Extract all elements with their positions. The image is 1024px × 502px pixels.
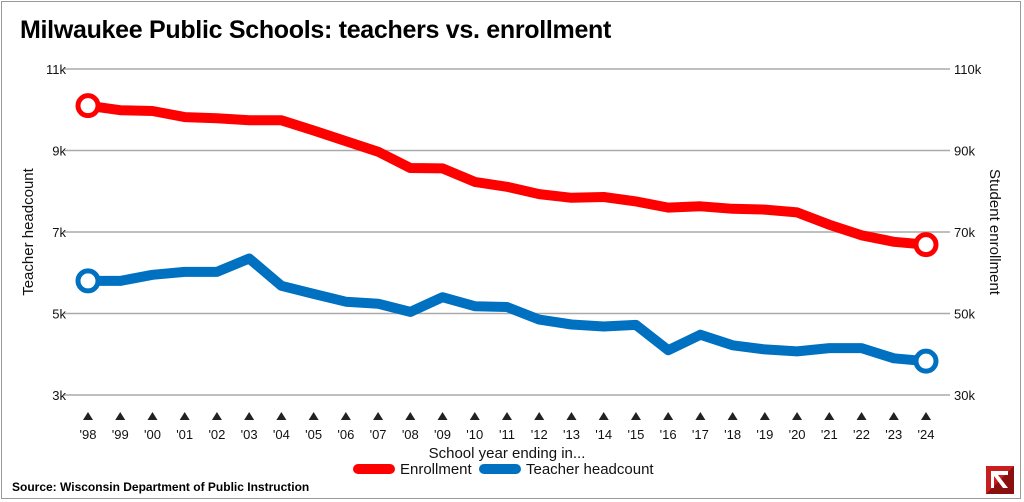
chart-title: Milwaukee Public Schools: teachers vs. e… xyxy=(20,16,612,44)
x-axis-title: School year ending in... xyxy=(429,445,586,462)
x-tick-label: '19 xyxy=(756,427,773,442)
x-tick-marker xyxy=(695,412,706,420)
x-tick-marker xyxy=(598,412,609,420)
x-tick-label: '17 xyxy=(692,427,709,442)
x-tick-marker xyxy=(147,412,158,420)
x-tick-marker xyxy=(921,412,931,420)
x-tick-label: '14 xyxy=(595,427,612,442)
y-right-tick-label: 50k xyxy=(954,307,975,322)
y-right-axis-title: Student enrollment xyxy=(986,169,1003,296)
x-tick-marker xyxy=(340,412,351,420)
y-right-tick-label: 30k xyxy=(954,388,975,403)
x-tick-label: '06 xyxy=(337,427,354,442)
x-tick-marker xyxy=(179,412,190,420)
y-left-tick-label: 3k xyxy=(52,388,66,403)
y-left-tick-label: 9k xyxy=(52,144,66,159)
x-tick-label: '98 xyxy=(80,427,97,442)
x-tick-marker xyxy=(502,412,512,420)
y-right-tick-label: 70k xyxy=(954,225,975,240)
enrollment-endpoint xyxy=(913,232,939,258)
x-tick-label: '21 xyxy=(821,427,838,442)
x-tick-marker xyxy=(663,412,674,420)
x-tick-label: '13 xyxy=(563,427,580,442)
x-tick-label: '08 xyxy=(402,427,419,442)
x-tick-marker xyxy=(115,412,126,420)
x-tick-marker xyxy=(437,412,448,420)
x-tick-marker xyxy=(83,412,93,420)
x-tick-marker xyxy=(244,412,255,420)
y-right-tick-label: 110k xyxy=(954,62,982,77)
x-tick-label: '07 xyxy=(370,427,387,442)
x-tick-label: '02 xyxy=(208,427,225,442)
logo-icon xyxy=(986,466,1014,494)
x-tick-label: '99 xyxy=(112,427,129,442)
teacher-headcount-endpoint xyxy=(913,348,939,374)
x-tick-marker xyxy=(727,412,738,420)
enrollment-line xyxy=(83,100,931,250)
x-tick-label: '10 xyxy=(466,427,483,442)
x-tick-label: '23 xyxy=(885,427,902,442)
y-left-tick-label: 5k xyxy=(52,307,66,322)
x-tick-marker xyxy=(373,412,384,420)
x-tick-marker xyxy=(276,412,287,420)
x-tick-marker xyxy=(405,412,416,420)
x-tick-marker xyxy=(308,412,319,420)
x-tick-label: '15 xyxy=(627,427,644,442)
x-tick-label: '22 xyxy=(853,427,870,442)
x-tick-label: '09 xyxy=(434,427,451,442)
x-tick-label: '18 xyxy=(724,427,741,442)
x-tick-marker xyxy=(759,412,770,420)
x-tick-marker xyxy=(534,412,545,420)
x-tick-label: '04 xyxy=(273,427,290,442)
y-left-tick-label: 11k xyxy=(46,62,66,77)
x-tick-label: '20 xyxy=(789,427,806,442)
x-tick-marker xyxy=(630,412,641,420)
x-tick-marker xyxy=(856,412,867,420)
x-tick-marker xyxy=(566,412,577,420)
x-tick-marker xyxy=(888,412,899,420)
y-left-tick-label: 7k xyxy=(52,225,66,240)
x-tick-label: '16 xyxy=(660,427,677,442)
x-tick-label: '24 xyxy=(918,427,935,442)
source-note: Source: Wisconsin Department of Public I… xyxy=(12,480,310,494)
x-tick-marker xyxy=(469,412,480,420)
x-tick-label: '01 xyxy=(176,427,193,442)
x-tick-marker xyxy=(824,412,835,420)
x-tick-label: '11 xyxy=(499,427,515,442)
enrollment-endpoint xyxy=(75,93,101,119)
x-tick-marker xyxy=(792,412,803,420)
teacher-headcount-endpoint xyxy=(75,268,101,294)
x-tick-label: '12 xyxy=(531,427,548,442)
legend-label-teacher-headcount: Teacher headcount xyxy=(526,461,654,478)
x-tick-label: '03 xyxy=(241,427,258,442)
legend-label-enrollment: Enrollment xyxy=(400,461,473,478)
x-tick-marker xyxy=(211,412,222,420)
y-right-tick-label: 90k xyxy=(954,144,975,159)
teacher-headcount-line xyxy=(83,253,931,367)
y-left-axis-title: Teacher headcount xyxy=(20,167,37,295)
x-tick-label: '05 xyxy=(305,427,322,442)
x-tick-label: '00 xyxy=(144,427,161,442)
